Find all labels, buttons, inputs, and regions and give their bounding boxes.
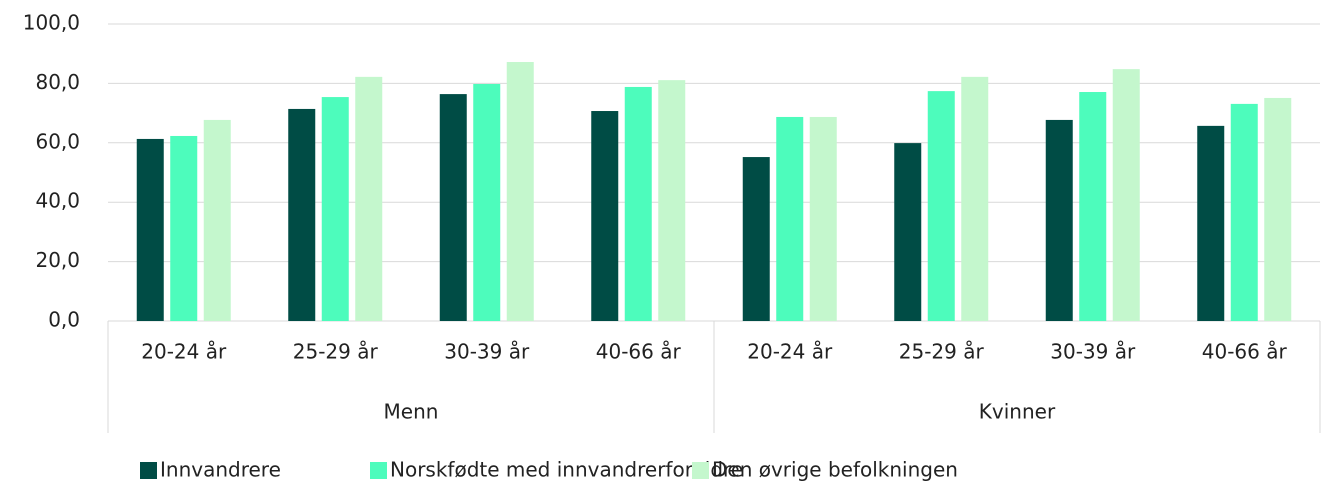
bar bbox=[776, 116, 804, 321]
bar bbox=[1045, 119, 1073, 321]
bar bbox=[1197, 125, 1225, 321]
x-tick-label: 40-66 år bbox=[1202, 340, 1288, 364]
x-tick-label: 25-29 år bbox=[293, 340, 379, 364]
y-tick-label: 100,0 bbox=[23, 11, 80, 35]
x-tick-label: 25-29 år bbox=[899, 340, 985, 364]
bar bbox=[506, 62, 534, 322]
bar bbox=[136, 138, 164, 321]
legend-swatch bbox=[692, 462, 709, 479]
x-tick-label: 30-39 år bbox=[444, 340, 530, 364]
legend-swatch bbox=[370, 462, 387, 479]
bar bbox=[927, 91, 955, 321]
y-tick-label: 80,0 bbox=[35, 70, 80, 94]
bar bbox=[1230, 103, 1258, 321]
bar bbox=[1264, 97, 1292, 321]
bar bbox=[170, 135, 198, 321]
bar bbox=[894, 143, 922, 321]
bar bbox=[624, 86, 652, 322]
x-tick-label: 20-24 år bbox=[141, 340, 227, 364]
y-tick-label: 20,0 bbox=[35, 248, 80, 272]
group-label: Menn bbox=[384, 400, 439, 424]
y-tick-label: 40,0 bbox=[35, 189, 80, 213]
y-tick-label: 0,0 bbox=[48, 308, 80, 332]
bar bbox=[321, 97, 349, 321]
bar bbox=[961, 76, 989, 321]
x-tick-label: 30-39 år bbox=[1050, 340, 1136, 364]
bar bbox=[658, 80, 686, 322]
bar bbox=[439, 94, 467, 321]
bar bbox=[355, 76, 383, 321]
bar bbox=[473, 83, 501, 321]
bar bbox=[1079, 92, 1107, 321]
bar bbox=[591, 111, 619, 321]
x-tick-label: 20-24 år bbox=[747, 340, 833, 364]
legend-swatch bbox=[140, 462, 157, 479]
legend-label: Norskfødte med innvandrerforeldre bbox=[390, 458, 743, 482]
bar bbox=[203, 119, 231, 321]
x-tick-label: 40-66 år bbox=[596, 340, 682, 364]
y-tick-label: 60,0 bbox=[35, 129, 80, 153]
bar bbox=[742, 157, 770, 321]
legend-label: Innvandrere bbox=[160, 458, 281, 482]
legend-label: Den øvrige befolkningen bbox=[712, 458, 958, 482]
bar bbox=[809, 116, 837, 321]
group-label: Kvinner bbox=[979, 400, 1056, 424]
bar bbox=[288, 108, 316, 321]
bar bbox=[1112, 69, 1140, 321]
